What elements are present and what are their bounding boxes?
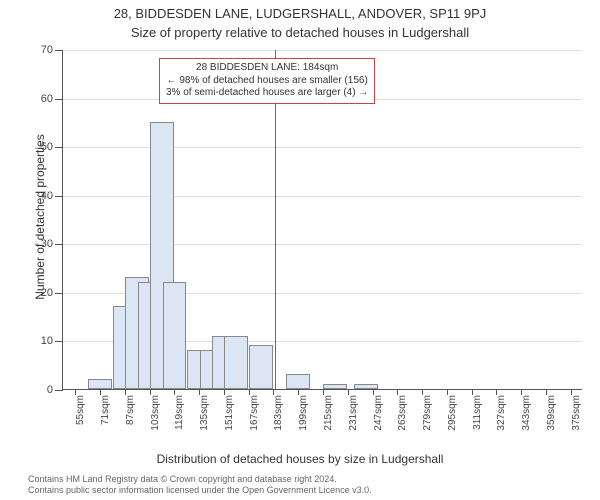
x-tick-label: 183sqm bbox=[273, 395, 284, 431]
x-tick-label: 327sqm bbox=[496, 395, 507, 431]
annotation-line3: 3% of semi-detached houses are larger (4… bbox=[166, 87, 368, 100]
y-tick bbox=[55, 196, 63, 197]
histogram-bar bbox=[286, 374, 310, 389]
y-tick-label: 50 bbox=[41, 141, 53, 153]
plot-area: 01020304050607055sqm71sqm87sqm103sqm119s… bbox=[62, 50, 582, 390]
y-tick-label: 30 bbox=[41, 238, 53, 250]
y-tick bbox=[55, 244, 63, 245]
x-tick-label: 263sqm bbox=[397, 395, 408, 431]
footer-text: Contains HM Land Registry data © Crown c… bbox=[28, 474, 372, 497]
y-tick bbox=[55, 293, 63, 294]
y-tick-label: 20 bbox=[41, 287, 53, 299]
gridline bbox=[63, 50, 582, 51]
x-tick-label: 215sqm bbox=[323, 395, 334, 431]
gridline bbox=[63, 147, 582, 148]
histogram-bar bbox=[249, 345, 273, 389]
x-tick-label: 295sqm bbox=[447, 395, 458, 431]
footer-line2: Contains public sector information licen… bbox=[28, 485, 372, 496]
x-tick-label: 311sqm bbox=[472, 395, 483, 430]
annotation-line1: 28 BIDDESDEN LANE: 184sqm bbox=[166, 62, 368, 75]
y-tick bbox=[55, 390, 63, 391]
x-tick-label: 359sqm bbox=[546, 395, 557, 431]
chart-title-main: 28, BIDDESDEN LANE, LUDGERSHALL, ANDOVER… bbox=[0, 6, 600, 21]
footer-line1: Contains HM Land Registry data © Crown c… bbox=[28, 474, 372, 485]
histogram-bar bbox=[354, 384, 378, 389]
histogram-bar bbox=[163, 282, 187, 389]
annotation-line2: ← 98% of detached houses are smaller (15… bbox=[166, 75, 368, 88]
x-tick-label: 103sqm bbox=[150, 395, 161, 431]
histogram-bar bbox=[88, 379, 112, 389]
y-tick-label: 60 bbox=[41, 93, 53, 105]
x-tick-label: 151sqm bbox=[224, 395, 235, 431]
x-tick-label: 119sqm bbox=[174, 395, 185, 430]
annotation-box: 28 BIDDESDEN LANE: 184sqm ← 98% of detac… bbox=[159, 58, 375, 104]
x-tick-label: 375sqm bbox=[571, 395, 582, 431]
x-tick-label: 55sqm bbox=[75, 395, 86, 425]
y-tick-label: 70 bbox=[41, 44, 53, 56]
x-tick-label: 279sqm bbox=[422, 395, 433, 431]
y-tick bbox=[55, 147, 63, 148]
y-tick-label: 40 bbox=[41, 190, 53, 202]
gridline bbox=[63, 244, 582, 245]
x-tick-label: 247sqm bbox=[373, 395, 384, 431]
x-tick-label: 87sqm bbox=[125, 395, 136, 425]
x-tick-label: 343sqm bbox=[521, 395, 532, 431]
chart-title-sub: Size of property relative to detached ho… bbox=[0, 25, 600, 40]
histogram-bar bbox=[224, 336, 248, 389]
gridline bbox=[63, 196, 582, 197]
y-tick-label: 10 bbox=[41, 335, 53, 347]
x-tick-label: 167sqm bbox=[249, 395, 260, 431]
y-tick bbox=[55, 341, 63, 342]
x-tick-label: 231sqm bbox=[348, 395, 359, 431]
y-tick-label: 0 bbox=[47, 384, 53, 396]
x-tick-label: 71sqm bbox=[100, 395, 111, 425]
y-tick bbox=[55, 99, 63, 100]
x-axis-label: Distribution of detached houses by size … bbox=[0, 452, 600, 466]
histogram-bar bbox=[323, 384, 347, 389]
x-tick-label: 135sqm bbox=[199, 395, 210, 431]
y-tick bbox=[55, 50, 63, 51]
x-tick-label: 199sqm bbox=[298, 395, 309, 431]
